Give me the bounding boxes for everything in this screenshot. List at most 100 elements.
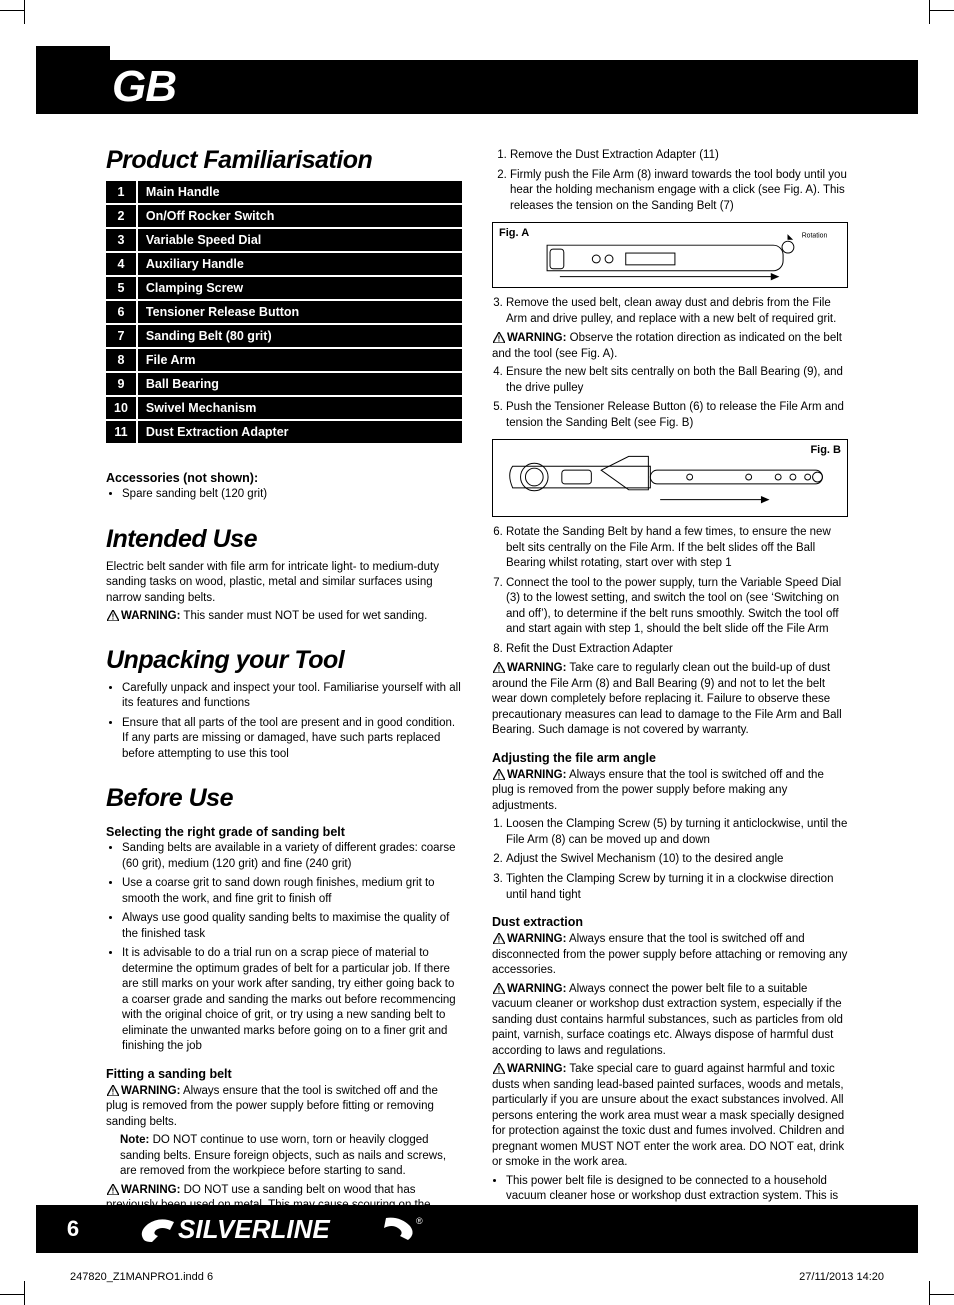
warning-dust-buildup: !WARNING: Take care to regularly clean o… (492, 661, 848, 739)
part-label: Tensioner Release Button (137, 300, 462, 324)
list-item: Use a coarse grit to sand down rough fin… (122, 876, 462, 907)
parts-row: 5Clamping Screw (106, 276, 462, 300)
part-label: On/Off Rocker Switch (137, 204, 462, 228)
list-item: Rotate the Sanding Belt by hand a few ti… (506, 525, 848, 572)
part-label: Dust Extraction Adapter (137, 420, 462, 444)
figure-b: Fig. B (492, 439, 848, 517)
country-code: GB (112, 62, 176, 112)
list-item: Tighten the Clamping Screw by turning it… (506, 872, 848, 903)
svg-text:!: ! (497, 665, 500, 674)
parts-row: 10Swivel Mechanism (106, 396, 462, 420)
svg-text:!: ! (497, 771, 500, 780)
part-number: 6 (106, 300, 137, 324)
svg-text:!: ! (497, 985, 500, 994)
part-label: Ball Bearing (137, 372, 462, 396)
warning-dust-3: !WARNING: Take special care to guard aga… (492, 1062, 848, 1171)
svg-text:!: ! (111, 613, 114, 622)
warning-icon: ! (492, 661, 505, 677)
part-number: 10 (106, 396, 137, 420)
part-label: Sanding Belt (80 grit) (137, 324, 462, 348)
indd-timestamp: 27/11/2013 14:20 (799, 1271, 884, 1283)
content-columns: Product Familiarisation 1Main Handle2On/… (106, 146, 848, 1259)
list-item: Remove the Dust Extraction Adapter (11) (510, 148, 848, 164)
country-banner: GB (36, 60, 918, 114)
parts-row: 3Variable Speed Dial (106, 228, 462, 252)
warning-icon: ! (492, 932, 505, 948)
fitting-steps-1-2: Remove the Dust Extraction Adapter (11) F… (492, 148, 848, 214)
list-item: Ensure that all parts of the tool are pr… (122, 716, 462, 763)
warning-rotation: !WARNING: Observe the rotation direction… (492, 331, 848, 362)
parts-row: 7Sanding Belt (80 grit) (106, 324, 462, 348)
list-item: Always use good quality sanding belts to… (122, 911, 462, 942)
part-label: Auxiliary Handle (137, 252, 462, 276)
left-column: Product Familiarisation 1Main Handle2On/… (106, 146, 462, 1259)
svg-text:!: ! (111, 1186, 114, 1195)
warning-intended-use: !WARNING: This sander must NOT be used f… (106, 609, 462, 625)
fitting-steps-4-5: Ensure the new belt sits centrally on bo… (492, 365, 848, 431)
footer-bar: 6 SILVERLINE ® (36, 1205, 918, 1253)
accessories-item: Spare sanding belt (120 grit) (122, 487, 462, 503)
accessories-title: Accessories (not shown): (106, 471, 462, 485)
part-number: 5 (106, 276, 137, 300)
svg-text:!: ! (497, 335, 500, 344)
fitting-step-3: Remove the used belt, clean away dust an… (492, 296, 848, 327)
section-title-before-use: Before Use (106, 784, 462, 813)
warning-fitting-1: !WARNING: Always ensure that the tool is… (106, 1084, 462, 1131)
selecting-list: Sanding belts are available in a variety… (106, 841, 462, 1055)
figure-a: Fig. A Rotation (492, 222, 848, 288)
part-number: 11 (106, 420, 137, 444)
dust-title: Dust extraction (492, 915, 848, 929)
parts-table: 1Main Handle2On/Off Rocker Switch3Variab… (106, 181, 462, 445)
crop-mark (24, 0, 25, 24)
fitting-title: Fitting a sanding belt (106, 1067, 462, 1081)
warning-dust-2: !WARNING: Always connect the power belt … (492, 982, 848, 1060)
crop-mark (930, 1294, 954, 1295)
unpacking-list: Carefully unpack and inspect your tool. … (106, 681, 462, 763)
indd-filename: 247820_Z1MANPRO1.indd 6 (70, 1271, 213, 1283)
section-title-intended-use: Intended Use (106, 525, 462, 554)
section-title-product-familiarisation: Product Familiarisation (106, 146, 462, 175)
parts-row: 9Ball Bearing (106, 372, 462, 396)
part-label: Clamping Screw (137, 276, 462, 300)
list-item: Refit the Dust Extraction Adapter (506, 642, 848, 658)
svg-text:SILVERLINE: SILVERLINE (178, 1214, 330, 1244)
part-label: Swivel Mechanism (137, 396, 462, 420)
list-item: Ensure the new belt sits centrally on bo… (506, 365, 848, 396)
warning-icon: ! (492, 982, 505, 998)
page-number: 6 (67, 1216, 79, 1242)
list-item: Adjust the Swivel Mechanism (10) to the … (506, 852, 848, 868)
list-item: Push the Tensioner Release Button (6) to… (506, 400, 848, 431)
list-item: Firmly push the File Arm (8) inward towa… (510, 168, 848, 215)
warning-adjusting: !WARNING: Always ensure that the tool is… (492, 768, 848, 815)
svg-text:!: ! (497, 936, 500, 945)
section-title-unpacking: Unpacking your Tool (106, 646, 462, 675)
rotation-label: Rotation (802, 232, 828, 239)
part-number: 2 (106, 204, 137, 228)
page-number-box: 6 (36, 1205, 110, 1253)
part-number: 8 (106, 348, 137, 372)
list-item: It is advisable to do a trial run on a s… (122, 946, 462, 1055)
right-column: Remove the Dust Extraction Adapter (11) F… (492, 146, 848, 1259)
parts-row: 11Dust Extraction Adapter (106, 420, 462, 444)
warning-icon: ! (492, 1062, 505, 1078)
warning-icon: ! (492, 331, 505, 347)
list-item: Sanding belts are available in a variety… (122, 841, 462, 872)
part-number: 7 (106, 324, 137, 348)
warning-icon: ! (106, 609, 119, 625)
list-item: Connect the tool to the power supply, tu… (506, 576, 848, 638)
list-item: Loosen the Clamping Screw (5) by turning… (506, 817, 848, 848)
svg-text:®: ® (416, 1216, 423, 1226)
parts-row: 1Main Handle (106, 181, 462, 204)
warning-dust-1: !WARNING: Always ensure that the tool is… (492, 932, 848, 979)
svg-text:!: ! (497, 1066, 500, 1075)
part-number: 9 (106, 372, 137, 396)
fitting-note: Note: DO NOT continue to use worn, torn … (106, 1133, 462, 1180)
fitting-steps-6-8: Rotate the Sanding Belt by hand a few ti… (492, 525, 848, 657)
crop-mark (929, 1281, 930, 1305)
warning-icon: ! (492, 768, 505, 784)
intended-use-body: Electric belt sander with file arm for i… (106, 560, 462, 607)
parts-row: 6Tensioner Release Button (106, 300, 462, 324)
manual-page: GB Product Familiarisation 1Main Handle2… (0, 0, 954, 1305)
crop-mark (24, 1281, 25, 1305)
crop-mark (930, 10, 954, 11)
